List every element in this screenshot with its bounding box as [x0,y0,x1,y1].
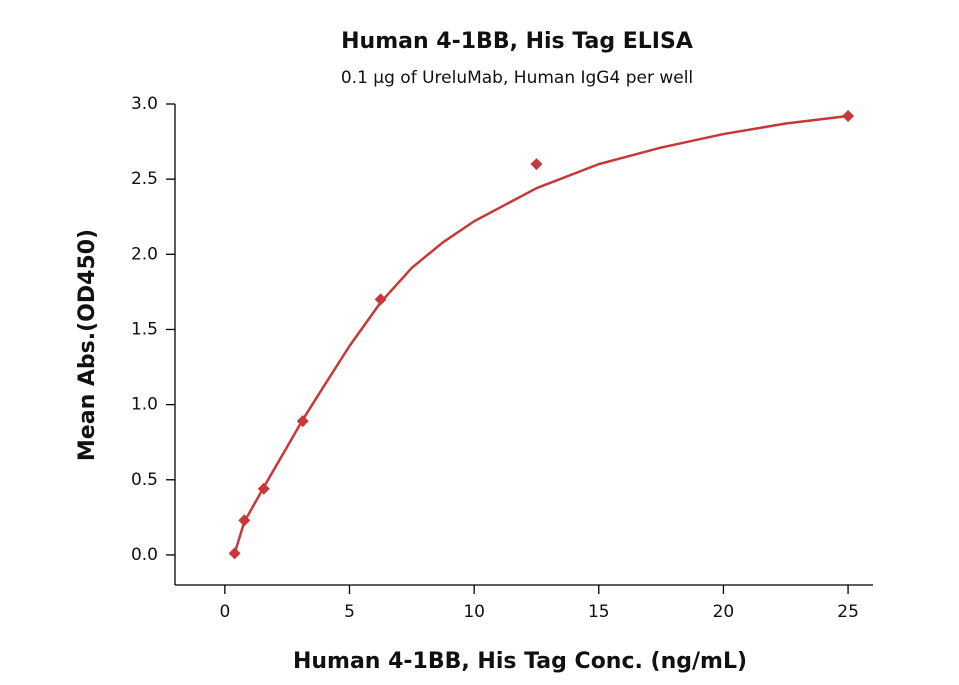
data-point [296,415,309,428]
data-point [257,482,270,495]
x-tick-label: 0 [219,602,230,622]
y-tick-label: 2.0 [131,244,158,264]
data-point [228,547,241,560]
x-tick-label: 15 [588,602,610,622]
x-tick-label: 10 [463,602,485,622]
x-tick-label: 25 [837,602,859,622]
y-tick-label: 0.5 [131,470,158,490]
chart-subtitle: 0.1 µg of UreluMab, Human IgG4 per well [341,68,693,88]
data-point [238,514,251,527]
y-tick-label: 1.5 [131,319,158,339]
data-point [374,293,387,306]
y-axis-label: Mean Abs.(OD450) [75,229,100,461]
y-tick-label: 3.0 [131,94,158,114]
x-axis-label: Human 4-1BB, His Tag Conc. (ng/mL) [293,649,747,674]
x-tick-label: 20 [713,602,735,622]
y-tick-label: 2.5 [131,169,158,189]
y-tick-label: 1.0 [131,395,158,415]
chart-title: Human 4-1BB, His Tag ELISA [341,29,693,54]
x-tick-label: 5 [344,602,355,622]
y-tick-label: 0.0 [131,545,158,565]
fit-curve [233,114,849,554]
data-point [530,158,543,171]
data-point [842,110,855,123]
